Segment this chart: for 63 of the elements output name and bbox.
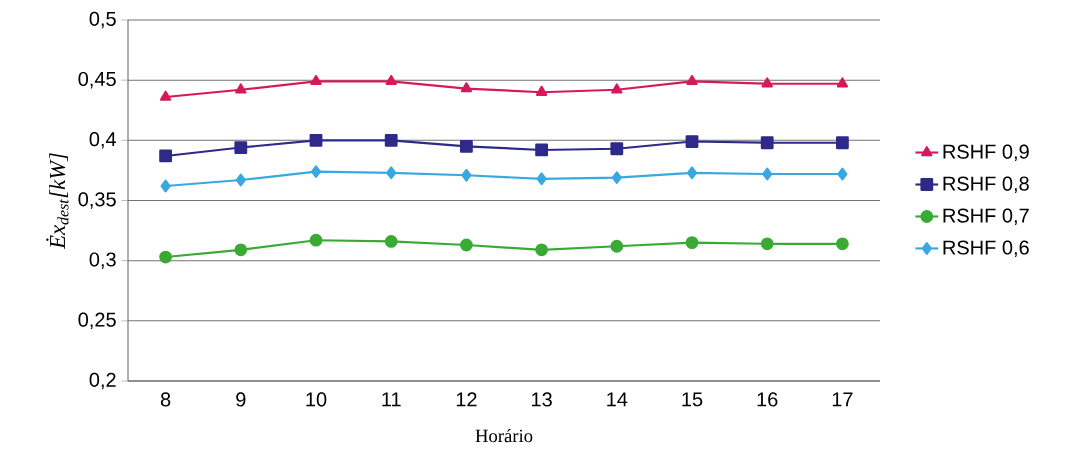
point (310, 165, 322, 179)
point (762, 167, 773, 181)
y-tick-label: 0,5 (89, 11, 116, 29)
y-tick-label: 0,3 (89, 252, 116, 269)
point (685, 135, 699, 148)
y-tick-label: 0,45 (78, 71, 116, 89)
point (160, 179, 171, 193)
point (536, 172, 547, 186)
x-tick-label: 12 (456, 392, 477, 407)
point (460, 238, 473, 252)
point (837, 167, 848, 181)
point (309, 133, 323, 147)
x-tick-label: 13 (532, 392, 552, 407)
point (836, 237, 849, 251)
point (610, 239, 624, 253)
x-tick-label: 14 (607, 392, 628, 407)
point (535, 85, 548, 96)
point (686, 74, 698, 86)
legend-label: RSHF 0,6 (943, 240, 1029, 257)
y-tick-label: 0,2 (89, 372, 116, 390)
point (159, 250, 173, 264)
point (535, 143, 548, 157)
point (686, 166, 698, 180)
x-tick-label: 9 (236, 392, 246, 407)
point (309, 233, 323, 247)
legend-label: RSHF 0,9 (943, 144, 1029, 162)
point (460, 139, 473, 153)
point (685, 236, 699, 250)
point (159, 149, 173, 163)
y-tick-label: 0,35 (78, 192, 116, 209)
legend-label: RSHF 0,8 (943, 176, 1029, 194)
point (761, 77, 773, 88)
point (610, 142, 624, 156)
point (836, 77, 849, 88)
x-tick-label: 16 (757, 392, 778, 407)
point (611, 171, 622, 185)
y-axis-title: Ėx$_{dest}$[kW] (46, 153, 69, 250)
point (235, 173, 246, 187)
point (611, 83, 623, 94)
x-axis-title: Horário (475, 429, 533, 443)
point (386, 166, 397, 180)
point (460, 82, 473, 93)
point (760, 136, 774, 150)
point (461, 168, 472, 182)
point (760, 237, 774, 251)
x-tick-label: 11 (382, 392, 401, 407)
point (535, 243, 548, 257)
legend-label: RSHF 0,7 (943, 208, 1029, 226)
x-tick-label: 15 (682, 392, 703, 407)
point (310, 74, 322, 86)
point (384, 235, 398, 248)
x-tick-label: 17 (832, 392, 853, 407)
y-tick-label: 0,25 (78, 312, 116, 330)
point (159, 90, 172, 101)
point (234, 243, 248, 257)
y-tick-label: 0,4 (89, 132, 117, 149)
point (384, 133, 398, 147)
point (836, 136, 849, 150)
point (235, 83, 247, 94)
x-tick-label: 8 (160, 392, 171, 407)
point (234, 141, 248, 154)
x-tick-label: 10 (306, 392, 327, 407)
point (385, 74, 397, 86)
